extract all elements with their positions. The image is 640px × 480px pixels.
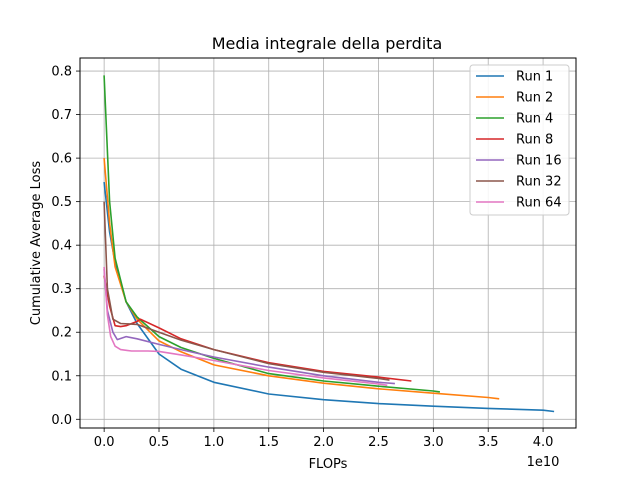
chart-title: Media integrale della perdita xyxy=(212,34,443,53)
legend-label: Run 16 xyxy=(516,154,562,169)
y-tick-label: 0.5 xyxy=(51,195,72,210)
legend-label: Run 64 xyxy=(516,196,562,211)
x-tick-label: 2.5 xyxy=(368,435,389,450)
y-tick-label: 0.2 xyxy=(51,326,72,341)
x-axis-ticks: 0.0 0.5 1.0 1.5 2.0 2.5 3.0 3.5 4.0 xyxy=(94,428,554,450)
plot-frame xyxy=(79,57,577,429)
series-line-run-5 xyxy=(103,269,395,385)
y-axis-ticks: 0.0 0.1 0.2 0.3 0.4 0.5 0.6 0.7 0.8 xyxy=(51,65,80,428)
legend-label: Run 1 xyxy=(516,70,553,85)
y-tick-label: 0.0 xyxy=(51,413,72,428)
x-axis-scale-label: 1e10 xyxy=(527,455,560,470)
legend-label: Run 4 xyxy=(516,112,553,127)
y-tick-label: 0.3 xyxy=(51,282,72,297)
x-tick-label: 1.5 xyxy=(258,435,279,450)
y-tick-label: 0.7 xyxy=(51,108,72,123)
series-line-run-3 xyxy=(103,75,441,393)
y-axis-title: Cumulative Average Loss xyxy=(29,161,44,326)
y-tick-label: 0.8 xyxy=(51,65,72,80)
x-tick-label: 0.5 xyxy=(149,435,170,450)
y-tick-label: 0.4 xyxy=(51,239,72,254)
x-tick-label: 1.0 xyxy=(204,435,225,450)
x-tick-label: 3.0 xyxy=(423,435,444,450)
legend-label: Run 8 xyxy=(516,133,553,148)
x-tick-label: 0.0 xyxy=(94,435,115,450)
legend-box xyxy=(469,64,570,216)
y-tick-label: 0.1 xyxy=(51,369,72,384)
x-tick-label: 3.5 xyxy=(478,435,499,450)
x-axis-title: FLOPs xyxy=(309,457,348,472)
y-tick-label: 0.6 xyxy=(51,152,72,167)
legend: Run 1 Run 2 Run 4 Run 8 Run 16 Run 32 Run 64 xyxy=(469,64,570,216)
series-line-run-7 xyxy=(103,266,388,387)
legend-label: Run 2 xyxy=(516,91,553,106)
x-tick-label: 2.0 xyxy=(313,435,334,450)
x-tick-label: 4.0 xyxy=(533,435,554,450)
series-lines xyxy=(103,75,555,413)
legend-label: Run 32 xyxy=(516,175,562,190)
series-line-run-6 xyxy=(103,201,390,381)
series-line-run-4 xyxy=(103,275,412,382)
